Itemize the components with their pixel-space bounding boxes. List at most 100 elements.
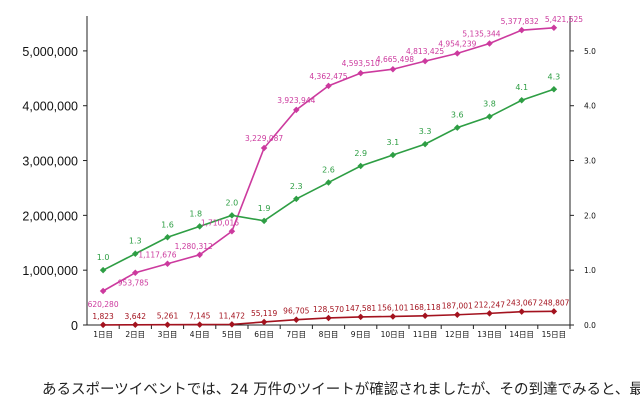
data-label-daily: 243,067 [506, 299, 537, 308]
data-point-ratio [99, 266, 107, 274]
right-tick-label: 0.0 [584, 321, 596, 330]
data-label-cumulative: 1,117,676 [138, 251, 176, 260]
data-point-ratio [228, 212, 236, 219]
data-label-ratio: 2.3 [290, 182, 303, 191]
data-label-ratio: 4.1 [515, 83, 528, 92]
data-label-daily: 187,001 [442, 302, 473, 311]
data-label-daily: 7,145 [189, 312, 211, 321]
data-point-daily [164, 321, 171, 328]
data-label-daily: 212,247 [474, 300, 505, 309]
x-tick-label: 11日目 [413, 330, 438, 339]
data-point-daily [357, 313, 364, 321]
data-point-ratio [293, 195, 300, 203]
right-tick-label: 2.0 [584, 211, 596, 220]
data-point-ratio [357, 162, 364, 170]
data-label-cumulative: 4,362,475 [309, 72, 347, 81]
data-point-daily [293, 316, 300, 323]
data-label-cumulative: 1,280,312 [175, 242, 213, 251]
data-label-cumulative: 5,377,832 [501, 17, 539, 26]
x-tick-label: 7日目 [286, 330, 306, 339]
data-label-daily: 248,807 [538, 298, 569, 307]
right-tick-label: 3.0 [584, 157, 596, 166]
x-tick-label: 1日目 [93, 330, 113, 339]
data-point-cumulative [228, 228, 236, 235]
left-tick-label: 3,000,000 [22, 155, 78, 169]
series-layer [99, 24, 558, 329]
x-tick-label: 10日目 [381, 330, 406, 339]
data-label-cumulative: 4,665,498 [376, 55, 414, 64]
data-point-ratio [196, 223, 203, 230]
data-label-cumulative: 5,421,625 [545, 15, 583, 24]
data-point-cumulative [196, 251, 203, 259]
data-point-daily [389, 313, 397, 320]
caption-text: あるスポーツイベントでは、24 万件のツイートが確認されましたが、その到達でみる… [42, 382, 640, 398]
data-point-cumulative [389, 65, 397, 73]
data-point-cumulative [132, 269, 139, 276]
data-label-daily: 147,581 [345, 304, 376, 313]
data-point-daily [99, 321, 107, 329]
data-label-ratio: 2.6 [322, 165, 335, 174]
data-label-ratio: 4.3 [548, 72, 561, 81]
series-daily [99, 308, 558, 329]
x-tick-label: 14日目 [509, 330, 534, 339]
data-point-cumulative [486, 40, 493, 47]
data-label-daily: 1,823 [92, 312, 114, 321]
x-tick-label: 12日目 [445, 330, 470, 339]
data-point-daily [486, 310, 493, 317]
data-label-ratio: 1.6 [161, 220, 174, 229]
data-point-ratio [421, 140, 429, 148]
right-tick-label: 4.0 [584, 102, 596, 111]
data-label-cumulative: 1,710,016 [201, 218, 239, 227]
x-tick-label: 8日目 [319, 330, 339, 339]
x-tick-label: 15日目 [542, 330, 567, 339]
data-label-ratio: 1.0 [97, 253, 110, 262]
data-point-cumulative [164, 260, 171, 267]
x-tick-label: 9日目 [351, 330, 371, 339]
data-point-cumulative [357, 69, 364, 77]
data-point-ratio [164, 234, 171, 241]
tweet-reach-chart: 0 1,000,000 2,000,000 3,000,000 4,000,000 5,0… [22, 15, 596, 339]
left-tick-label: 5,000,000 [22, 45, 78, 59]
data-label-daily: 3,642 [125, 312, 147, 321]
data-point-ratio [325, 179, 332, 186]
x-tick-label: 2日目 [125, 330, 145, 339]
data-point-cumulative [421, 57, 429, 65]
data-label-ratio: 1.3 [129, 237, 142, 246]
data-label-cumulative: 620,280 [88, 300, 119, 309]
data-point-daily [260, 318, 268, 326]
data-point-daily [454, 311, 461, 319]
data-label-ratio: 2.9 [354, 149, 367, 158]
data-point-ratio [550, 86, 558, 93]
x-tick-label: 5日目 [222, 330, 242, 339]
data-label-ratio: 1.8 [189, 209, 202, 218]
data-point-daily [196, 321, 203, 328]
data-point-daily [421, 312, 429, 320]
data-point-daily [325, 314, 332, 322]
data-label-cumulative: 4,954,239 [438, 39, 476, 48]
x-tick-label: 3日目 [158, 330, 178, 339]
left-tick-label: 4,000,000 [22, 100, 78, 114]
data-label-daily: 96,705 [283, 307, 309, 316]
data-point-daily [518, 308, 525, 315]
data-label-ratio: 3.6 [451, 111, 464, 120]
x-tick-label: 6日目 [254, 330, 274, 339]
data-label-daily: 128,570 [313, 305, 344, 314]
right-tick-label: 1.0 [584, 266, 596, 275]
x-tick-label: 13日目 [477, 330, 502, 339]
data-label-daily: 156,101 [377, 303, 408, 312]
data-label-ratio: 1.9 [258, 204, 271, 213]
axes: 0 1,000,000 2,000,000 3,000,000 4,000,000 5,0… [22, 16, 596, 339]
data-label-cumulative: 3,229,087 [245, 134, 283, 143]
data-point-cumulative [99, 287, 107, 295]
data-point-daily [228, 321, 236, 328]
data-label-cumulative: 4,813,425 [406, 47, 444, 56]
data-point-ratio [389, 151, 397, 159]
data-point-cumulative [518, 26, 525, 34]
data-label-ratio: 2.0 [226, 198, 239, 207]
data-label-daily: 5,261 [157, 312, 179, 321]
data-point-cumulative [550, 24, 558, 32]
data-label-cumulative: 5,135,344 [462, 29, 500, 38]
x-tick-label: 4日目 [190, 330, 210, 339]
series-ratio [99, 86, 558, 274]
